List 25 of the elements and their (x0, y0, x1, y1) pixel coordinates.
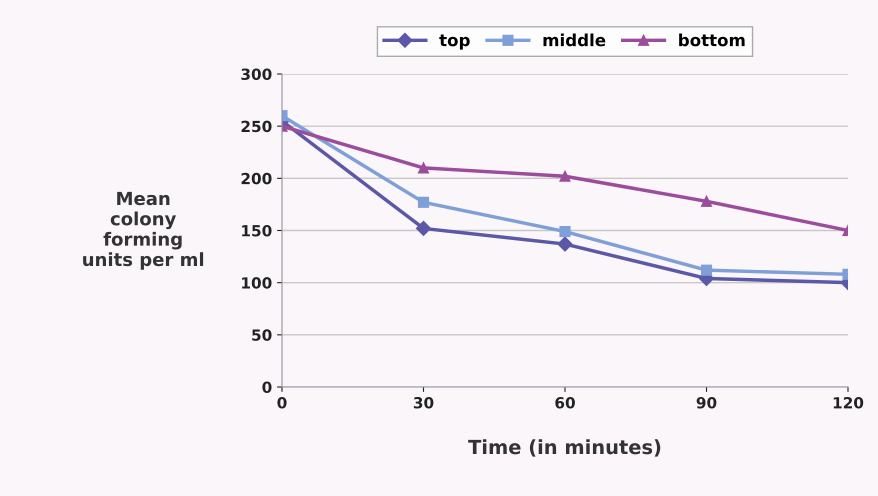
legend-label: top (439, 34, 470, 50)
y-tick-label: 100 (242, 277, 272, 289)
point (700, 196, 712, 207)
x-tick-label: 30 (414, 396, 434, 409)
y-tick-label: 250 (242, 120, 272, 132)
point (418, 162, 430, 174)
x-tick-label: 90 (696, 396, 716, 409)
legend-label: middle (544, 33, 606, 46)
y-tick-label: 300 (241, 68, 272, 80)
point (559, 226, 571, 238)
point (557, 236, 573, 252)
point (418, 196, 430, 208)
y-tick-label: 200 (242, 172, 272, 184)
x-tick-label: 0 (277, 396, 287, 409)
x-axis-title: Time (in minutes) (468, 439, 660, 457)
point (416, 220, 432, 236)
x-tick-label: 60 (555, 396, 575, 409)
point (559, 170, 571, 182)
legend-label: bottom (679, 33, 745, 46)
y-tick-label: 0 (262, 381, 272, 394)
y-tick-label: 150 (242, 224, 272, 237)
y-tick-label: 50 (252, 329, 272, 341)
x-tick-label: 120 (834, 396, 864, 409)
point (700, 264, 712, 276)
y-axis-title: Mean colony forming units per ml (83, 192, 204, 270)
